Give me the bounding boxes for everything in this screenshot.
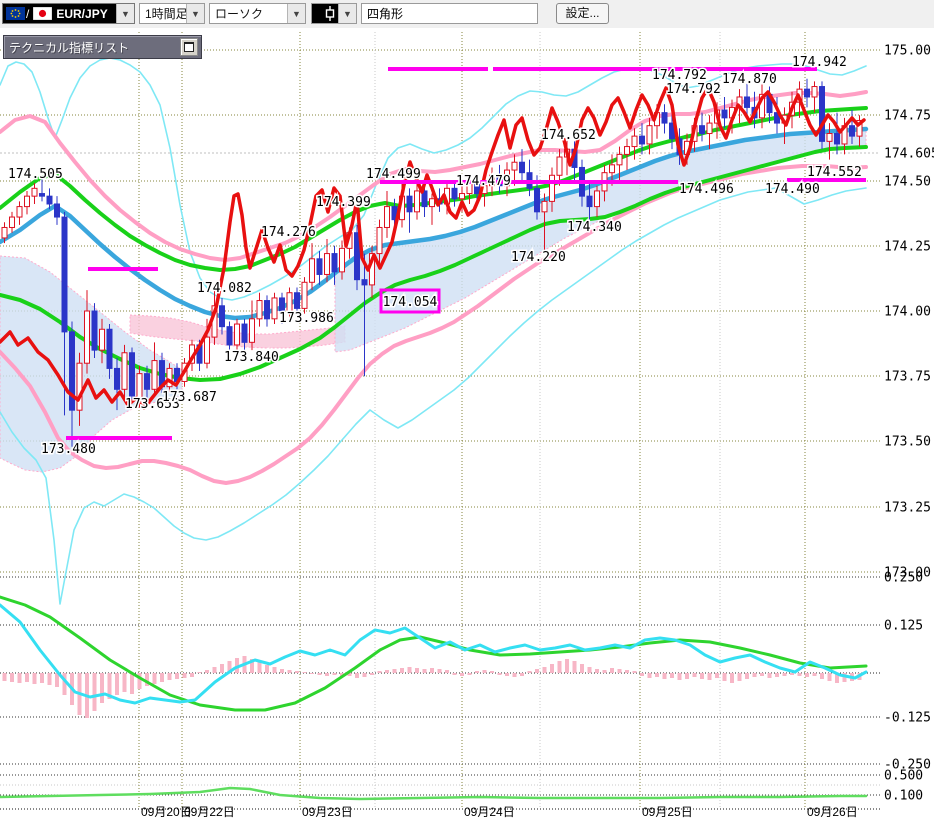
- svg-text:174.792: 174.792: [666, 82, 721, 97]
- toolbar: / EUR/JPY ▼ 1時間足 ▼ ローソク ▼ ▼ 設定...: [0, 0, 934, 29]
- svg-text:174.50: 174.50: [884, 175, 931, 190]
- svg-text:174.340: 174.340: [567, 220, 622, 235]
- jp-flag-icon: [33, 7, 53, 20]
- svg-text:0.125: 0.125: [884, 619, 923, 634]
- svg-text:173.653: 173.653: [125, 397, 180, 412]
- svg-text:173.50: 173.50: [884, 435, 931, 450]
- candle-icon: [325, 6, 335, 21]
- svg-text:-0.250: -0.250: [884, 758, 931, 773]
- svg-text:174.75: 174.75: [884, 109, 931, 124]
- svg-text:174.605: 174.605: [884, 147, 934, 162]
- svg-text:174.499: 174.499: [366, 167, 421, 182]
- eu-flag-icon: [6, 7, 25, 20]
- svg-text:0.500: 0.500: [884, 769, 923, 784]
- timeframe-chevron-icon[interactable]: ▼: [186, 4, 204, 23]
- svg-text:09月20日: 09月20日: [141, 805, 192, 819]
- candle-color-select[interactable]: ▼: [311, 3, 357, 24]
- pair-selector[interactable]: / EUR/JPY ▼: [2, 3, 135, 24]
- indicator-list-title: テクニカル指標リスト: [9, 40, 130, 55]
- svg-text:174.496: 174.496: [679, 182, 734, 197]
- svg-text:174.490: 174.490: [765, 182, 820, 197]
- settings-button[interactable]: 設定...: [556, 3, 609, 24]
- pair-label: EUR/JPY: [56, 6, 108, 21]
- indicator-list-panel-titlebar[interactable]: テクニカル指標リスト: [3, 35, 202, 59]
- svg-text:174.942: 174.942: [792, 55, 847, 70]
- chart-type-label: ローソク: [215, 7, 264, 21]
- timeframe-select[interactable]: 1時間足 ▼: [139, 3, 205, 24]
- svg-text:09月23日: 09月23日: [302, 805, 353, 819]
- svg-text:09月26日: 09月26日: [807, 805, 858, 819]
- svg-text:174.082: 174.082: [197, 281, 252, 296]
- svg-text:174.399: 174.399: [316, 195, 371, 210]
- svg-text:173.986: 173.986: [279, 311, 334, 326]
- svg-text:0.100: 0.100: [884, 789, 923, 804]
- candle-color-chevron-icon[interactable]: ▼: [338, 4, 356, 23]
- svg-text:174.505: 174.505: [8, 167, 63, 182]
- restore-window-button[interactable]: [180, 38, 198, 56]
- chart-type-chevron-icon[interactable]: ▼: [287, 4, 305, 23]
- svg-text:174.792: 174.792: [652, 68, 707, 83]
- svg-text:174.870: 174.870: [722, 72, 777, 87]
- svg-text:0.250: 0.250: [884, 571, 923, 586]
- pair-dropdown-chevron-icon[interactable]: ▼: [116, 4, 134, 23]
- chart-type-select[interactable]: ローソク ▼: [209, 3, 306, 24]
- svg-text:09月24日: 09月24日: [464, 805, 515, 819]
- svg-text:173.25: 173.25: [884, 501, 931, 516]
- svg-text:173.480: 173.480: [41, 442, 96, 457]
- svg-text:173.75: 173.75: [884, 370, 931, 385]
- svg-text:174.25: 174.25: [884, 240, 931, 255]
- svg-text:173.840: 173.840: [224, 350, 279, 365]
- svg-text:174.00: 174.00: [884, 305, 931, 320]
- timeframe-label: 1時間足: [145, 7, 186, 21]
- svg-text:09月22日: 09月22日: [184, 805, 235, 819]
- svg-text:174.652: 174.652: [541, 128, 596, 143]
- svg-text:174.552: 174.552: [807, 165, 862, 180]
- shape-tool-input[interactable]: [361, 3, 538, 24]
- price-chart-canvas[interactable]: 174.505 173.480 173.653 173.687 174.082 173.8…: [0, 28, 934, 820]
- svg-text:174.054: 174.054: [383, 295, 438, 310]
- svg-text:-0.125: -0.125: [884, 711, 931, 726]
- svg-text:175.00: 175.00: [884, 44, 931, 59]
- svg-text:09月25日: 09月25日: [642, 805, 693, 819]
- svg-text:173.00: 173.00: [884, 566, 931, 581]
- svg-text:173.687: 173.687: [162, 390, 217, 405]
- svg-text:174.276: 174.276: [261, 225, 316, 240]
- pair-separator: /: [26, 6, 30, 21]
- window-icon: [184, 42, 194, 52]
- svg-text:174.220: 174.220: [511, 250, 566, 265]
- svg-text:174.479: 174.479: [456, 174, 511, 189]
